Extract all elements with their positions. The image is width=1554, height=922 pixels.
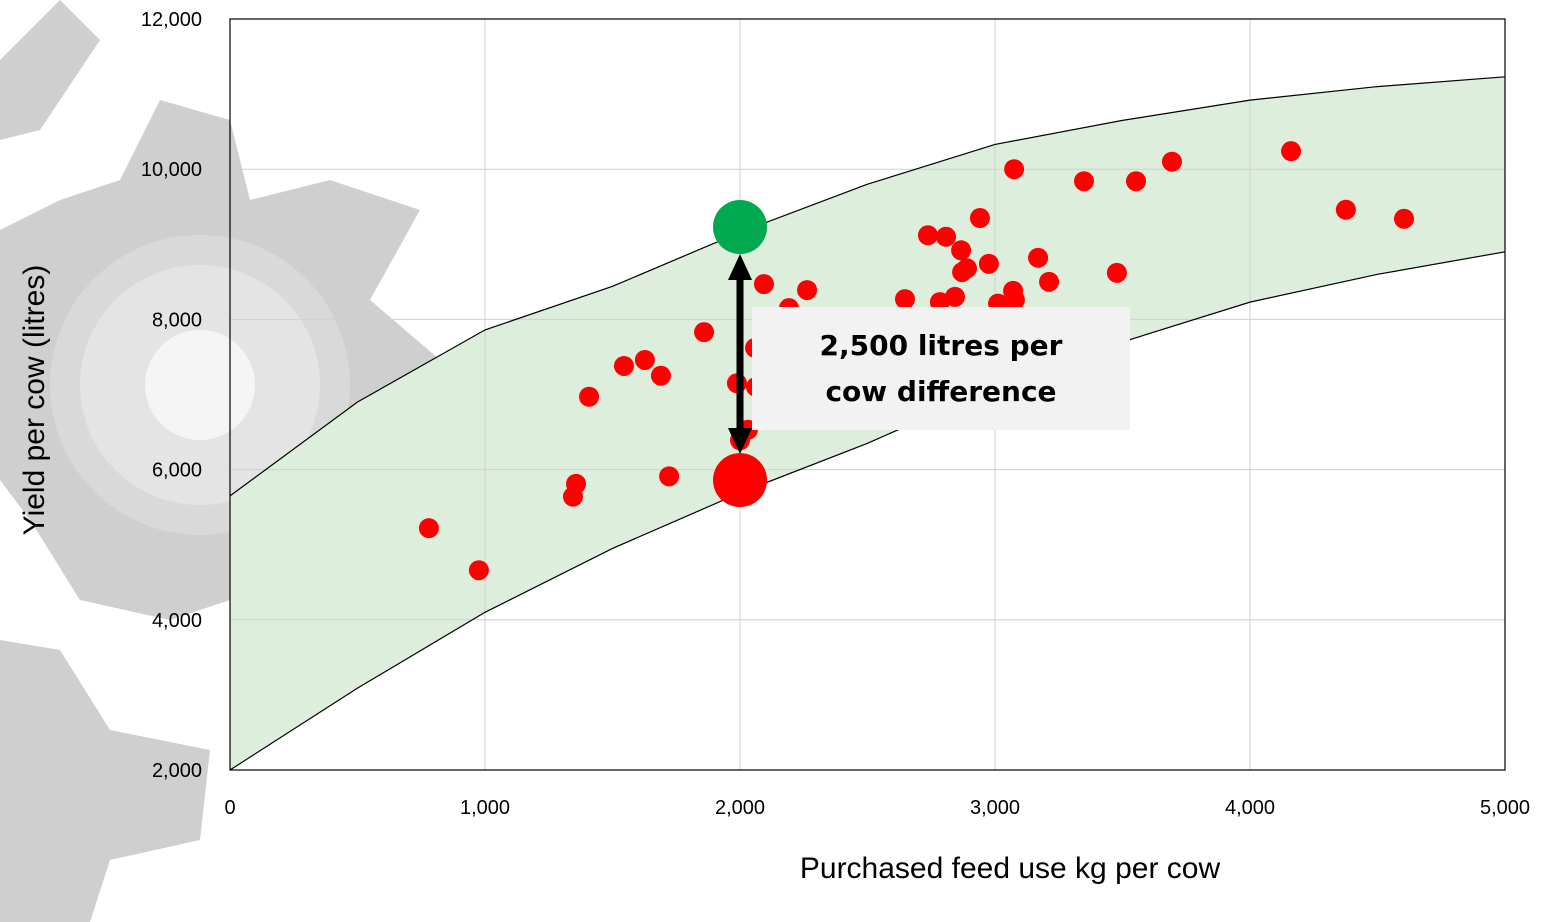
watermark [0, 0, 440, 922]
y-tick-label: 12,000 [141, 9, 202, 31]
point [418, 518, 439, 539]
x-tick-label: 3,000 [970, 797, 1020, 819]
point [634, 349, 655, 370]
point [650, 365, 671, 386]
annotation: 2,500 litres per cow difference [752, 307, 1130, 430]
point [1073, 171, 1094, 192]
band-edge [229, 76, 1506, 497]
point [753, 274, 774, 295]
point [969, 208, 990, 229]
point [1004, 159, 1025, 180]
point [579, 386, 600, 407]
point [1039, 271, 1060, 292]
y-axis-title: Yield per cow (litres) [18, 265, 51, 536]
y-tick-label: 8,000 [152, 309, 202, 331]
band-edge [229, 251, 1506, 771]
x-axis-title: Purchased feed use kg per cow [800, 852, 1221, 885]
point [1126, 171, 1147, 192]
point [613, 355, 634, 376]
plot-border [229, 18, 1506, 771]
point [978, 253, 999, 274]
point [917, 225, 938, 246]
point [468, 560, 489, 581]
point [713, 453, 767, 508]
point [944, 286, 965, 307]
x-tick-label: 1,000 [460, 797, 510, 819]
point [1106, 262, 1127, 283]
point [956, 258, 977, 279]
point [894, 289, 915, 310]
x-tick-label: 5,000 [1480, 797, 1530, 819]
point [1281, 141, 1302, 162]
x-tick-label: 0 [224, 797, 235, 819]
point [936, 226, 957, 247]
point [694, 322, 715, 343]
point [713, 200, 767, 255]
x-tick-label: 4,000 [1225, 797, 1275, 819]
point [797, 280, 818, 301]
x-tick-label: 2,000 [715, 797, 765, 819]
y-tick-label: 4,000 [152, 610, 202, 632]
point [566, 473, 587, 494]
point [659, 466, 680, 487]
arrow [728, 254, 752, 454]
y-tick-label: 6,000 [152, 460, 202, 482]
point [1394, 208, 1415, 229]
point [1028, 247, 1049, 268]
point [1004, 289, 1025, 310]
point [951, 240, 972, 261]
y-tick-label: 10,000 [141, 159, 202, 181]
point [1335, 199, 1356, 220]
point [1161, 151, 1182, 172]
y-tick-label: 2,000 [152, 760, 202, 782]
